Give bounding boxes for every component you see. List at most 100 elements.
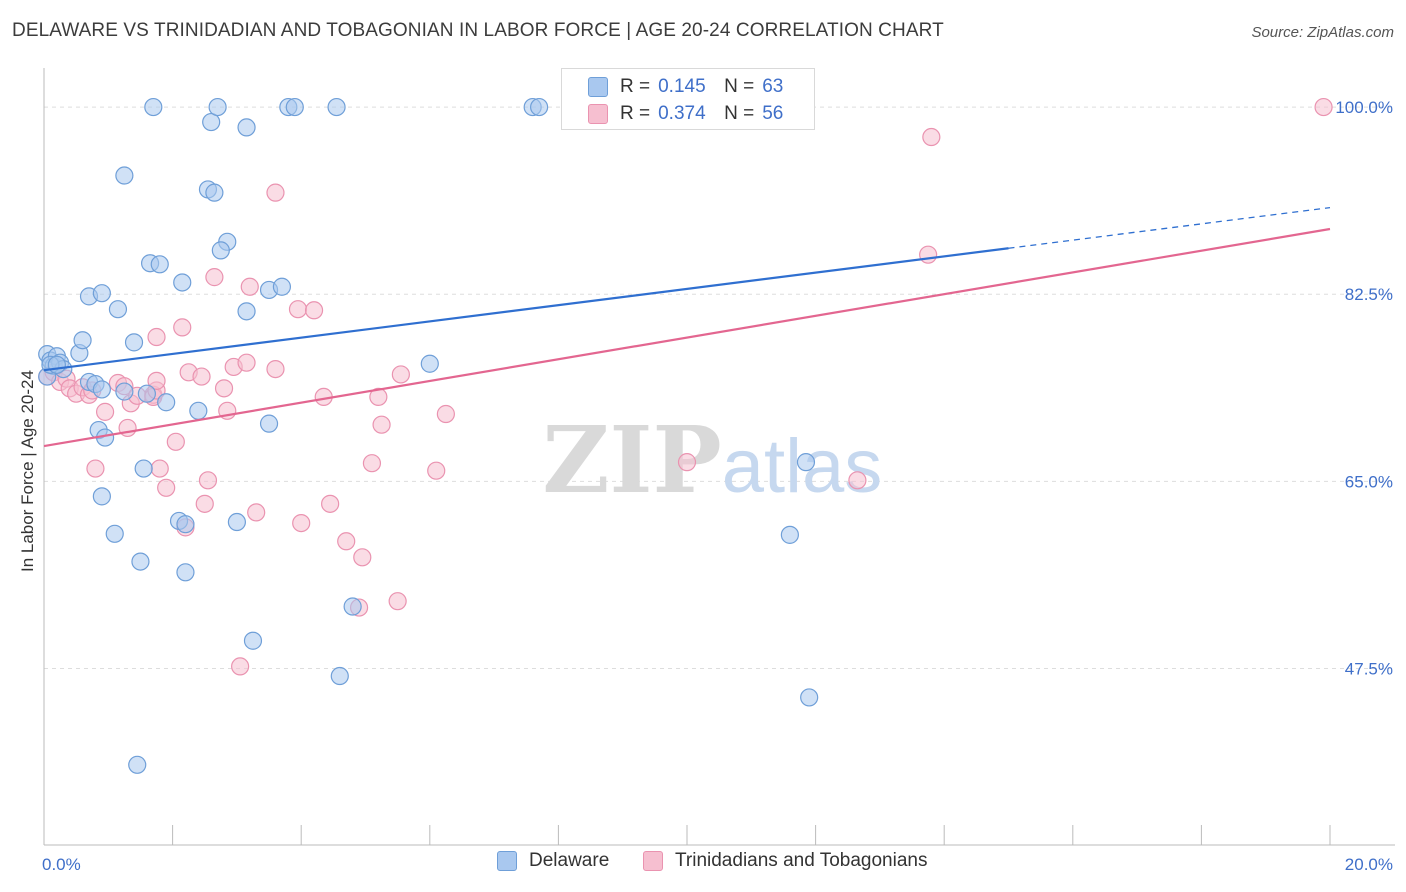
delaware-point (131, 552, 150, 571)
trinidadians-point (292, 513, 311, 533)
delaware-point (108, 300, 128, 319)
trinidadians-point (321, 494, 340, 513)
trinidadians-point (677, 453, 697, 472)
trinidadians-point (86, 459, 105, 478)
axes (43, 68, 1395, 846)
y-tick-label: 65.0% (1345, 472, 1393, 491)
trinidadians-swatch (643, 851, 663, 871)
delaware-point (105, 524, 124, 543)
trinidadians-point (919, 245, 938, 264)
r-value: 0.374 (658, 103, 706, 124)
trinidadians-point (372, 415, 391, 434)
delaware-point (144, 97, 163, 117)
y-tick-label: 100.0% (1335, 98, 1393, 117)
trend-lines (43, 206, 1331, 448)
bottom-legend: Delaware Trinidadians and Tobagonians (0, 850, 1406, 880)
trinidadians-point (304, 301, 324, 320)
chart-title: DELAWARE VS TRINIDADIAN AND TOBAGONIAN I… (12, 20, 944, 41)
stats-row-delaware: R = 0.145 N = 63 (588, 76, 783, 98)
delaware-point (420, 354, 439, 373)
delaware-point (124, 333, 144, 352)
delaware-point (285, 97, 304, 117)
trinidadians-point (922, 127, 941, 147)
r-label: R = (620, 76, 651, 97)
n-label: N = (724, 103, 755, 124)
trinidadians-point (391, 365, 410, 384)
series-delaware-points (38, 97, 819, 774)
delaware-point (128, 755, 147, 774)
trinidadians-point (192, 367, 211, 386)
delaware-point (796, 453, 816, 472)
delaware-point (176, 563, 195, 582)
trinidadians-point (362, 454, 382, 473)
trinidadians-point (95, 402, 115, 421)
y-tick-label: 82.5% (1345, 285, 1393, 304)
delaware-point (227, 512, 246, 532)
delaware-trend-line (43, 247, 1009, 372)
delaware-point (92, 487, 111, 506)
delaware-point (530, 97, 549, 117)
series-trinidadians-points (38, 97, 1333, 676)
trinidadians-point (266, 359, 285, 379)
legend-item-trinidadians[interactable]: Trinidadians and Tobagonians (643, 850, 927, 872)
delaware-trend-extension (1008, 206, 1331, 249)
trinidadians-point (173, 318, 192, 337)
delaware-point (780, 525, 799, 544)
delaware-point (73, 331, 92, 350)
delaware-point (327, 97, 346, 117)
trinidadians-point (205, 268, 224, 287)
trinidadians-point (150, 459, 169, 478)
delaware-point (243, 631, 263, 650)
stats-row-trinidadians: R = 0.374 N = 56 (588, 103, 783, 125)
delaware-point (237, 302, 256, 321)
delaware-point (47, 355, 66, 374)
trinidadians-point (195, 494, 214, 513)
tick-labels: 100.0% 82.5% 65.0% 47.5% 0.0% 20.0% (42, 98, 1393, 874)
trinidadians-point (353, 548, 372, 567)
trinidadians-point (1314, 97, 1333, 117)
y-tick-label: 47.5% (1345, 660, 1393, 679)
trinidadians-point (237, 353, 256, 372)
delaware-point (211, 241, 230, 260)
trinidadians-point (157, 478, 176, 497)
trinidadians-point (337, 532, 356, 551)
delaware-point (150, 255, 169, 274)
trinidadians-point (288, 300, 308, 319)
stats-legend: R = 0.145 N = 63 R = 0.374 N = 56 (561, 68, 815, 130)
watermark: ZIP atlas (542, 406, 882, 514)
delaware-point (800, 688, 819, 707)
grid-lines (44, 106, 1395, 670)
trinidadians-point (247, 503, 266, 522)
delaware-point (343, 597, 362, 616)
trinidadians-point (198, 471, 218, 490)
legend-label-delaware: Delaware (529, 850, 610, 871)
trinidadians-swatch (588, 104, 608, 124)
trinidadians-point (388, 592, 407, 611)
n-label: N = (724, 76, 755, 97)
delaware-point (173, 273, 192, 292)
r-value: 0.145 (658, 76, 706, 97)
trinidadians-point (848, 471, 867, 490)
delaware-point (115, 382, 134, 401)
x-tick-label: 0.0% (42, 855, 81, 874)
delaware-point (115, 166, 134, 185)
delaware-point (92, 380, 111, 399)
delaware-point (189, 401, 208, 420)
source-label: Source: ZipAtlas.com (1251, 24, 1394, 41)
n-value: 63 (762, 76, 784, 97)
trinidadians-point (266, 183, 285, 202)
delaware-point (137, 384, 156, 403)
legend-label-trinidadians: Trinidadians and Tobagonians (675, 850, 928, 871)
delaware-point (176, 515, 195, 534)
x-tick-label: 20.0% (1345, 855, 1393, 874)
delaware-point (259, 414, 279, 433)
delaware-point (208, 97, 227, 117)
delaware-point (134, 459, 153, 478)
n-value: 56 (762, 103, 784, 124)
r-label: R = (620, 103, 651, 124)
trinidadians-point (436, 404, 455, 424)
delaware-point (202, 112, 221, 132)
trinidadians-trend-line (43, 227, 1331, 448)
legend-item-delaware[interactable]: Delaware (497, 850, 609, 872)
